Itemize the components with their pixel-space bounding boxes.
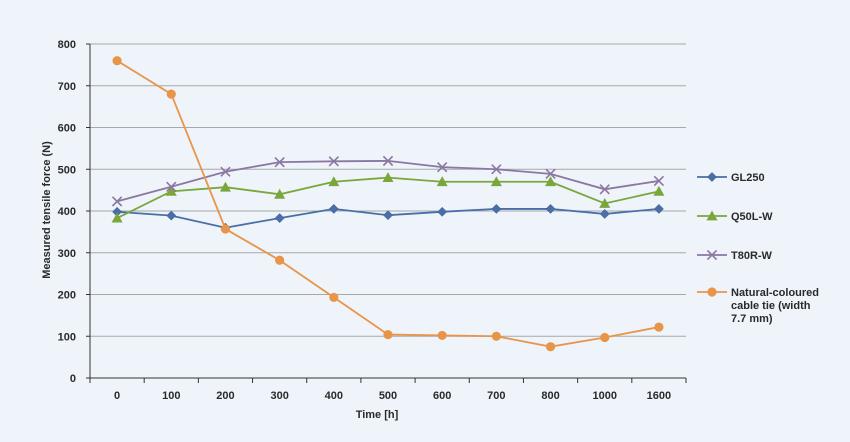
- legend-label-line: Q50L-W: [731, 211, 773, 223]
- series-line: [116, 59, 660, 348]
- data-point: [220, 166, 231, 177]
- legend-item-3: Natural-coloured cable tie (width 7.7 mm): [697, 287, 819, 325]
- x-tick-label: 700: [487, 390, 505, 402]
- legend-marker: [707, 287, 717, 297]
- x-tick-label: 600: [433, 390, 451, 402]
- data-point: [382, 155, 394, 167]
- y-tick-label: 300: [58, 248, 76, 260]
- x-axis-title: Time [h]: [356, 409, 399, 421]
- legend-item-0: GL250: [697, 172, 765, 184]
- data-point: [275, 255, 285, 265]
- data-point: [545, 168, 556, 180]
- y-tick-label: 100: [58, 331, 76, 343]
- legend-marker: [706, 249, 718, 261]
- data-point: [382, 172, 394, 182]
- x-tick-label: 500: [379, 390, 397, 402]
- legend-marker: [706, 210, 718, 221]
- data-point: [545, 176, 557, 187]
- data-point: [599, 197, 611, 208]
- data-point: [599, 184, 610, 195]
- data-point: [274, 213, 285, 224]
- data-point: [383, 210, 393, 221]
- gridlines: [90, 43, 686, 337]
- legend-label-line: T80R-W: [731, 250, 773, 262]
- data-point: [111, 196, 123, 207]
- data-point: [166, 210, 177, 221]
- data-point: [219, 181, 231, 192]
- y-tick-label: 700: [58, 81, 76, 93]
- series-3: [112, 56, 664, 352]
- legend: GL250 Q50L-W T80R-W Natural-coloured cable t…: [697, 172, 819, 325]
- data-point: [328, 203, 339, 214]
- data-point: [166, 89, 176, 99]
- legend-label: Natural-coloured cable tie (width 7.7 mm): [731, 287, 819, 325]
- data-point: [491, 164, 502, 175]
- x-tick-label: 100: [162, 390, 180, 402]
- y-tick-label: 400: [58, 206, 76, 218]
- data-point: [545, 203, 556, 214]
- x-tick-label: 400: [325, 390, 343, 402]
- series-lines: [111, 56, 665, 352]
- legend-label: GL250: [731, 172, 765, 184]
- x-tick-label: 0: [114, 390, 120, 402]
- y-axis-title: Measured tensile force (N): [41, 141, 53, 279]
- data-point: [437, 206, 448, 217]
- y-tick-label: 600: [58, 123, 76, 135]
- data-point: [111, 212, 123, 223]
- y-tick-label: 500: [58, 164, 76, 176]
- data-point: [653, 175, 665, 187]
- legend-label-line: Natural-coloured: [731, 287, 819, 299]
- series-0: [112, 203, 664, 233]
- data-point: [491, 331, 501, 341]
- data-point: [654, 322, 664, 332]
- series-2: [111, 155, 665, 207]
- data-point: [328, 176, 340, 187]
- legend-item-1: Q50L-W: [697, 210, 773, 223]
- data-point: [383, 329, 393, 340]
- y-tick-label: 0: [70, 373, 76, 385]
- data-point: [653, 203, 664, 214]
- y-tick-label: 200: [58, 290, 76, 302]
- legend-label: T80R-W: [731, 250, 773, 262]
- data-point: [274, 156, 285, 168]
- data-point: [220, 224, 231, 234]
- data-point: [166, 181, 177, 192]
- data-point: [165, 185, 177, 196]
- legend-item-2: T80R-W: [697, 249, 773, 262]
- data-point: [328, 156, 339, 167]
- legend-label-line: GL250: [731, 172, 765, 184]
- y-tick-label: 800: [58, 39, 76, 51]
- data-point: [437, 330, 447, 341]
- data-point: [274, 188, 286, 199]
- legend-marker: [707, 172, 717, 182]
- data-point: [599, 208, 610, 219]
- data-point: [437, 161, 448, 173]
- legend-label-line: 7.7 mm): [731, 313, 773, 325]
- data-point: [329, 292, 339, 303]
- data-point: [653, 185, 665, 196]
- data-point: [600, 332, 610, 343]
- x-tick-label: 300: [270, 390, 288, 402]
- x-tick-label: 1600: [647, 390, 671, 402]
- data-point: [112, 56, 122, 66]
- x-tick-label: 800: [541, 390, 559, 402]
- axes: 0 100 200 300 400 500 600 700 800 0 100 200 300 400 50…: [58, 39, 687, 402]
- series-1: [111, 172, 665, 223]
- data-point: [491, 203, 502, 214]
- legend-label-line: cable tie (width: [731, 300, 811, 312]
- data-point: [490, 176, 502, 187]
- data-point: [436, 176, 448, 187]
- x-tick-label: 1000: [592, 390, 616, 402]
- x-tick-label: 200: [216, 390, 234, 402]
- legend-label: Q50L-W: [731, 211, 773, 223]
- data-point: [545, 342, 556, 352]
